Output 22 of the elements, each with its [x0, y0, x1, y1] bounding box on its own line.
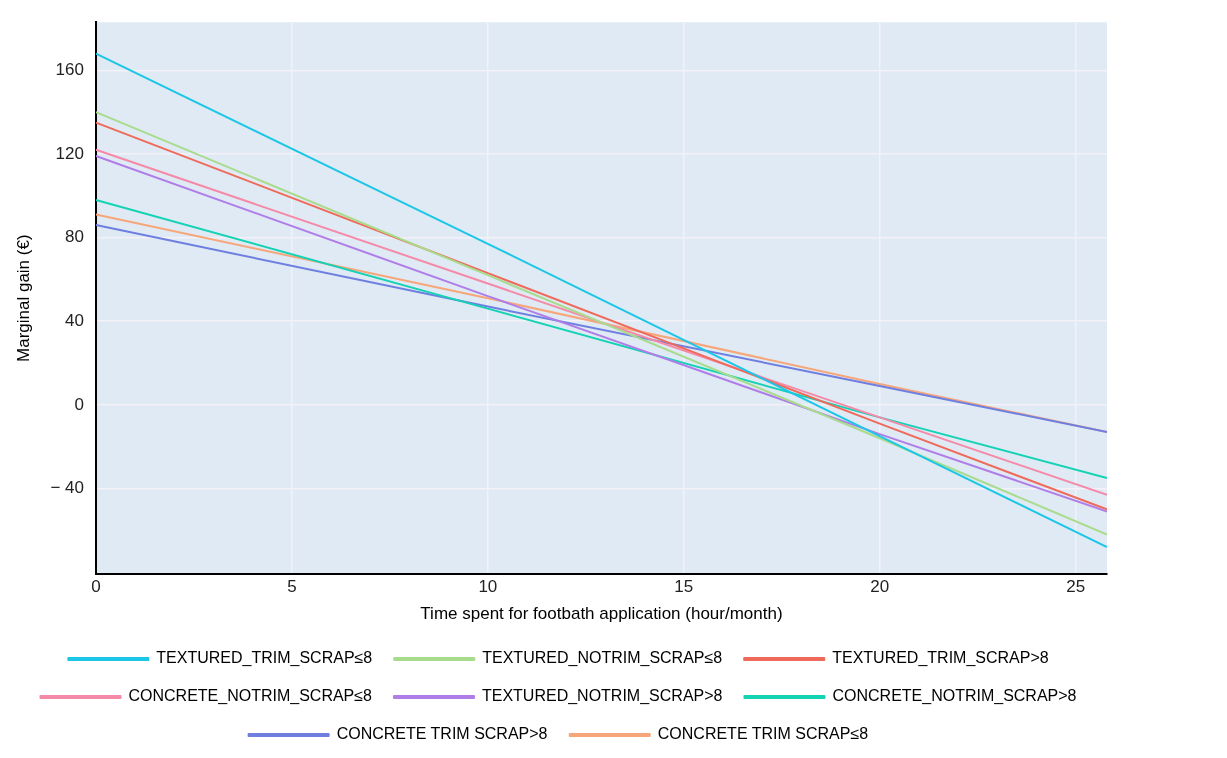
- y-tick-label: 160: [55, 59, 84, 79]
- y-tick-label: 120: [55, 143, 84, 163]
- x-tick-label: 20: [870, 577, 890, 597]
- y-tick-label: 40: [65, 310, 84, 330]
- y-tick-label: 80: [65, 227, 84, 247]
- x-axis-title: Time spent for footbath application (hour/month): [420, 604, 783, 624]
- x-tick-label: 25: [1066, 577, 1086, 597]
- y-axis-title: Marginal gain (€): [13, 234, 33, 362]
- legend-label: TEXTURED_NOTRIM_SCRAP>8: [481, 687, 723, 706]
- y-tick-label: 0: [74, 394, 84, 414]
- x-tick-label: 5: [287, 577, 297, 597]
- legend-label: TEXTURED_NOTRIM_SCRAP≤8: [482, 649, 723, 668]
- legend-label: CONCRETE_NOTRIM_SCRAP>8: [832, 687, 1077, 706]
- legend-label: TEXTURED_TRIM_SCRAP>8: [832, 649, 1049, 668]
- legend-label: CONCRETE TRIM SCRAP>8: [336, 725, 548, 743]
- legend-label: CONCRETE_NOTRIM_SCRAP≤8: [128, 687, 373, 706]
- x-tick-label: 15: [674, 577, 694, 597]
- legend-label: CONCRETE TRIM SCRAP≤8: [657, 725, 869, 743]
- legend-label: TEXTURED_TRIM_SCRAP≤8: [156, 649, 373, 668]
- x-tick-label: 10: [478, 577, 498, 597]
- y-tick-label: − 40: [50, 478, 84, 498]
- x-tick-label: 0: [91, 577, 101, 597]
